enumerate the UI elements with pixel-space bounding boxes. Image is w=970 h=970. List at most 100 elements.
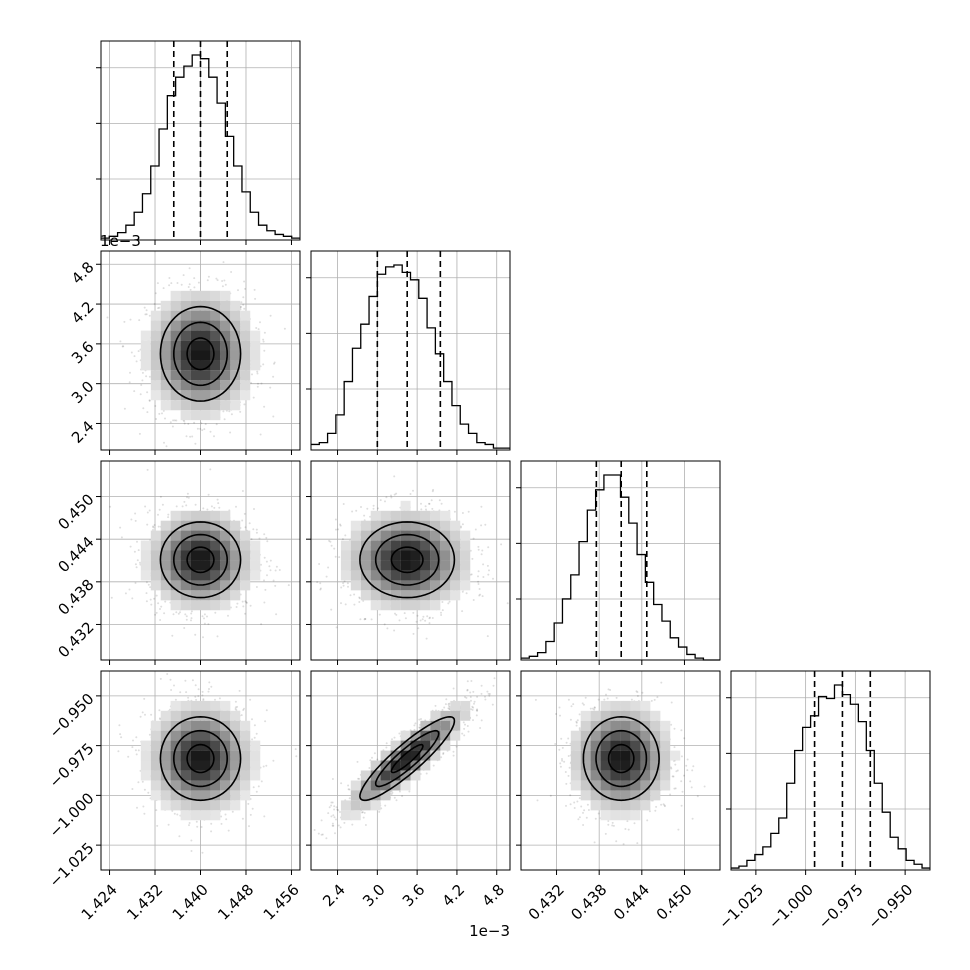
sample-point <box>477 575 479 578</box>
sample-point <box>274 584 277 587</box>
contour-line <box>172 321 229 387</box>
density-cell <box>160 560 171 571</box>
sample-point <box>412 611 415 614</box>
sample-point <box>412 632 415 635</box>
sample-point <box>244 612 247 615</box>
sample-point <box>162 287 165 290</box>
sample-point <box>260 382 263 385</box>
sample-point <box>327 566 330 569</box>
sample-point <box>145 592 148 595</box>
density-cell <box>150 380 161 391</box>
sample-point <box>171 425 174 428</box>
sample-point <box>480 505 483 508</box>
sample-point <box>169 421 172 424</box>
sample-point <box>136 540 138 543</box>
sample-point <box>252 528 255 531</box>
density-cell <box>210 530 221 541</box>
sample-point <box>245 601 248 604</box>
sample-point <box>196 825 199 828</box>
sample-point <box>478 588 481 590</box>
density-cell <box>150 560 161 571</box>
density-cell <box>210 390 221 401</box>
density-cell <box>210 350 221 361</box>
sample-point <box>342 582 345 585</box>
sample-point <box>319 582 322 585</box>
density-cell <box>180 350 191 361</box>
sample-point <box>343 580 346 583</box>
sample-point <box>235 505 237 508</box>
density-cell <box>220 510 231 521</box>
sample-point <box>123 407 126 410</box>
sample-point <box>218 506 221 509</box>
sample-point <box>431 617 434 619</box>
sample-point <box>257 328 260 331</box>
sample-point <box>453 510 456 513</box>
density-cell <box>190 540 201 551</box>
sample-point <box>165 445 168 448</box>
sample-point <box>262 340 265 343</box>
sample-point <box>424 619 427 622</box>
sample-point <box>428 622 431 625</box>
sample-point <box>393 493 396 496</box>
sample-point <box>220 822 223 825</box>
sample-point <box>353 593 356 596</box>
sample-point <box>264 588 267 591</box>
sample-point <box>478 594 481 597</box>
sample-point <box>204 423 207 426</box>
sample-point <box>155 611 158 614</box>
sample-point <box>156 282 159 285</box>
density-cell <box>180 580 191 591</box>
density-cell <box>230 570 241 581</box>
sample-point <box>266 574 268 577</box>
sample-point <box>122 345 125 348</box>
density-cell <box>150 370 161 381</box>
density-cell <box>180 530 191 541</box>
density-cell <box>200 560 211 571</box>
sample-point <box>256 385 259 388</box>
sample-point <box>159 608 161 610</box>
density-cell <box>440 560 451 571</box>
sample-point <box>134 563 137 566</box>
sample-point <box>216 635 219 638</box>
sample-point <box>383 623 386 626</box>
sample-point <box>258 537 261 540</box>
sample-point <box>158 306 161 309</box>
sample-point <box>465 592 468 595</box>
sample-point <box>143 697 146 700</box>
sample-point <box>188 822 191 824</box>
sample-point <box>209 430 212 433</box>
sample-point <box>358 601 361 603</box>
density-cell <box>210 570 221 581</box>
density-cell <box>220 340 231 351</box>
sample-point <box>145 375 148 378</box>
density-cell <box>420 510 431 521</box>
density-cell <box>440 590 451 601</box>
density-cell <box>220 330 231 341</box>
sample-point <box>248 522 251 525</box>
sample-point <box>221 280 224 282</box>
sample-point <box>146 411 149 414</box>
sample-point <box>477 570 480 573</box>
sample-point <box>214 698 216 701</box>
sample-point <box>175 419 178 422</box>
sample-point <box>191 435 194 438</box>
sample-point <box>153 597 156 600</box>
sample-point <box>123 320 126 323</box>
sample-point <box>181 505 184 508</box>
sample-point <box>158 508 161 511</box>
sample-point <box>134 749 137 752</box>
sample-point <box>176 282 179 284</box>
density-cell <box>140 540 151 551</box>
sample-point <box>167 516 170 519</box>
sample-point <box>185 504 188 507</box>
sample-point <box>461 610 464 613</box>
density-cell <box>220 350 231 361</box>
sample-point <box>145 313 148 316</box>
density-cell <box>400 500 411 511</box>
density-cell <box>210 340 221 351</box>
sample-point <box>171 634 174 637</box>
sample-point <box>188 267 191 270</box>
density-cell <box>370 510 381 521</box>
sample-point <box>404 617 407 620</box>
density-cell <box>200 320 211 331</box>
